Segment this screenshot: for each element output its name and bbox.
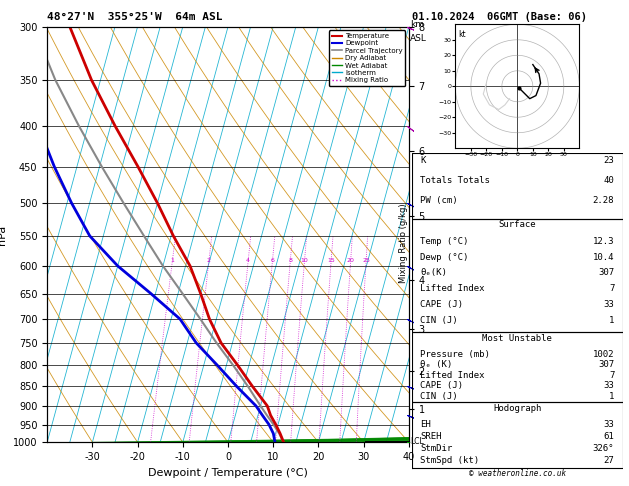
Text: 25: 25: [362, 258, 370, 263]
Text: LCL: LCL: [411, 437, 425, 446]
Text: K: K: [420, 156, 426, 165]
Text: 326°: 326°: [593, 444, 615, 453]
Text: 10: 10: [301, 258, 308, 263]
Text: 33: 33: [604, 420, 615, 430]
Text: EH: EH: [420, 420, 431, 430]
Text: Lifted Index: Lifted Index: [420, 371, 485, 380]
Text: 10.4: 10.4: [593, 253, 615, 261]
Text: Lifted Index: Lifted Index: [420, 284, 485, 294]
Text: 307: 307: [598, 268, 615, 278]
Text: 61: 61: [604, 433, 615, 441]
Text: CIN (J): CIN (J): [420, 316, 458, 325]
Text: Temp (°C): Temp (°C): [420, 237, 469, 246]
Y-axis label: hPa: hPa: [0, 225, 8, 244]
Text: 4: 4: [246, 258, 250, 263]
Text: 1: 1: [609, 316, 615, 325]
Text: 33: 33: [604, 382, 615, 390]
Text: 15: 15: [327, 258, 335, 263]
Text: 1: 1: [170, 258, 174, 263]
Text: 6: 6: [270, 258, 274, 263]
Text: 1: 1: [609, 392, 615, 401]
Text: 01.10.2024  06GMT (Base: 06): 01.10.2024 06GMT (Base: 06): [412, 12, 587, 22]
Legend: Temperature, Dewpoint, Parcel Trajectory, Dry Adiabat, Wet Adiabat, Isotherm, Mi: Temperature, Dewpoint, Parcel Trajectory…: [329, 30, 405, 86]
Text: Hodograph: Hodograph: [493, 404, 542, 413]
Text: 12.3: 12.3: [593, 237, 615, 246]
Text: Dewp (°C): Dewp (°C): [420, 253, 469, 261]
Text: 7: 7: [609, 284, 615, 294]
Text: 1002: 1002: [593, 350, 615, 359]
Text: CAPE (J): CAPE (J): [420, 300, 464, 309]
Text: 2.28: 2.28: [593, 196, 615, 205]
Text: θₑ(K): θₑ(K): [420, 268, 447, 278]
Text: CIN (J): CIN (J): [420, 392, 458, 401]
Text: StmSpd (kt): StmSpd (kt): [420, 456, 479, 465]
Text: PW (cm): PW (cm): [420, 196, 458, 205]
Text: ASL: ASL: [410, 34, 427, 43]
Text: 40: 40: [604, 176, 615, 185]
Text: Pressure (mb): Pressure (mb): [420, 350, 490, 359]
Text: 8: 8: [288, 258, 292, 263]
Text: 20: 20: [347, 258, 354, 263]
Text: 48°27'N  355°25'W  64m ASL: 48°27'N 355°25'W 64m ASL: [47, 12, 223, 22]
Text: θₑ (K): θₑ (K): [420, 361, 453, 369]
Text: 7: 7: [609, 371, 615, 380]
Text: StmDir: StmDir: [420, 444, 453, 453]
Text: © weatheronline.co.uk: © weatheronline.co.uk: [469, 469, 566, 478]
Text: 27: 27: [604, 456, 615, 465]
Text: 2: 2: [207, 258, 211, 263]
Text: km: km: [410, 20, 424, 30]
Text: Totals Totals: Totals Totals: [420, 176, 490, 185]
Text: 307: 307: [598, 361, 615, 369]
Text: kt: kt: [459, 31, 466, 39]
Text: Most Unstable: Most Unstable: [482, 333, 552, 343]
X-axis label: Dewpoint / Temperature (°C): Dewpoint / Temperature (°C): [148, 468, 308, 478]
Text: Surface: Surface: [499, 220, 536, 229]
Text: CAPE (J): CAPE (J): [420, 382, 464, 390]
Text: SREH: SREH: [420, 433, 442, 441]
Text: Mixing Ratio (g/kg): Mixing Ratio (g/kg): [399, 203, 408, 283]
Text: 23: 23: [604, 156, 615, 165]
Text: 33: 33: [604, 300, 615, 309]
